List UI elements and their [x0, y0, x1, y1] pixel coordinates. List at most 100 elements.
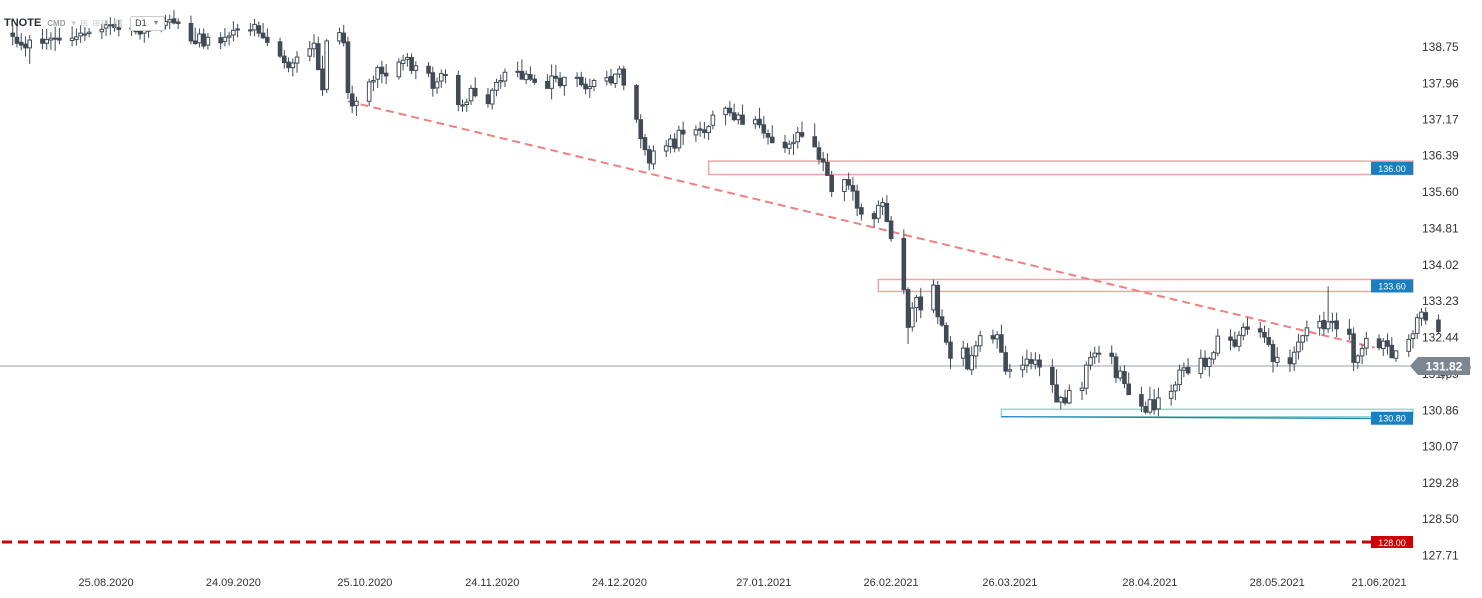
candle	[846, 172, 851, 190]
candle	[1330, 312, 1335, 332]
candle-body	[375, 67, 380, 80]
timeframe-select[interactable]: D1 ▼	[130, 15, 165, 31]
candle-body	[816, 147, 822, 160]
candle-body	[710, 114, 716, 126]
candle-body	[494, 81, 499, 91]
candle-body	[1347, 328, 1352, 335]
candle-body	[528, 74, 533, 80]
candle	[1274, 347, 1280, 367]
candle-body	[854, 190, 860, 209]
candle	[18, 33, 24, 51]
candle-body	[549, 75, 554, 89]
candle	[914, 295, 919, 323]
candle	[175, 18, 181, 29]
candle	[1296, 333, 1301, 360]
candle	[1024, 349, 1030, 373]
candle	[621, 65, 627, 91]
candle-body	[82, 33, 88, 36]
candle	[905, 287, 911, 344]
candle-body	[108, 24, 113, 27]
candle	[676, 125, 682, 152]
candle	[888, 215, 894, 242]
candle	[108, 17, 113, 35]
candle-body	[1262, 331, 1267, 338]
candle	[1389, 337, 1395, 359]
candle	[1207, 356, 1212, 377]
candle-body	[413, 65, 419, 71]
x-tick-label: 28.04.2021	[1122, 577, 1177, 589]
candle-body	[235, 28, 240, 31]
candle-body	[252, 23, 257, 31]
candle	[1211, 350, 1216, 365]
candle	[943, 322, 949, 345]
candle-body	[642, 137, 648, 151]
support-baseline	[1001, 416, 1414, 420]
candle	[859, 203, 864, 221]
candle	[40, 28, 45, 50]
candle-body	[782, 141, 788, 149]
candle-body	[994, 334, 1000, 340]
x-tick-label: 24.09.2020	[206, 577, 261, 589]
candle-body	[1266, 337, 1272, 345]
candle-body	[455, 74, 461, 105]
candle-body	[697, 128, 703, 131]
candle-body	[337, 32, 342, 42]
candle	[994, 331, 1000, 349]
candle	[1376, 334, 1382, 351]
candle	[345, 36, 351, 99]
symbol-label[interactable]: TNOTE	[4, 17, 42, 29]
candle	[587, 78, 593, 99]
candle	[502, 68, 508, 87]
candle	[1062, 389, 1068, 406]
candle	[1236, 331, 1242, 352]
candle	[1304, 320, 1310, 342]
candle	[557, 72, 563, 89]
candle-body	[197, 33, 202, 44]
candle-body	[231, 29, 236, 36]
toolbar-faded-controls[interactable]: ▾ ⊞ ⊞⊟ ∥∥	[71, 17, 125, 28]
candle	[1325, 286, 1331, 333]
candle-body	[1198, 357, 1204, 374]
candle	[918, 287, 924, 319]
x-tick-label: 25.08.2020	[79, 577, 134, 589]
candle	[965, 343, 970, 371]
last-price-tag-label: 131.82	[1426, 360, 1463, 374]
candle-body	[256, 25, 262, 34]
candle	[1113, 352, 1119, 384]
candle-body	[354, 100, 359, 106]
level-labels: 136.00 133.60 130.80 128.00	[1371, 161, 1413, 548]
candle-body	[52, 37, 58, 40]
candle-body	[464, 101, 470, 105]
candle-body	[1139, 394, 1144, 407]
candle-body	[1436, 319, 1441, 333]
y-tick-label: 128.50	[1422, 512, 1459, 526]
candle	[375, 65, 380, 88]
last-price-tag: 131.82	[1410, 357, 1470, 376]
candle	[939, 309, 945, 327]
candle-body	[723, 107, 728, 116]
candle	[850, 176, 856, 201]
candle-body	[1096, 352, 1102, 355]
candle	[1117, 366, 1123, 382]
candle	[265, 28, 270, 47]
candle-body	[736, 114, 741, 121]
candle-body	[579, 76, 584, 86]
candle	[948, 336, 953, 369]
candle-body	[702, 129, 707, 134]
candle	[1083, 361, 1089, 395]
candle	[315, 36, 321, 71]
candle-body	[443, 74, 448, 77]
candle	[761, 116, 767, 139]
candle	[990, 329, 996, 344]
candle-body	[1054, 384, 1059, 403]
candle-body	[14, 36, 20, 44]
candle	[290, 58, 296, 77]
candle	[532, 74, 537, 85]
candle-body	[651, 150, 656, 165]
candle-body	[1007, 369, 1013, 372]
candle-body	[871, 213, 877, 220]
candle-body	[48, 37, 54, 41]
candle-body	[1066, 389, 1072, 404]
candle	[820, 151, 826, 172]
